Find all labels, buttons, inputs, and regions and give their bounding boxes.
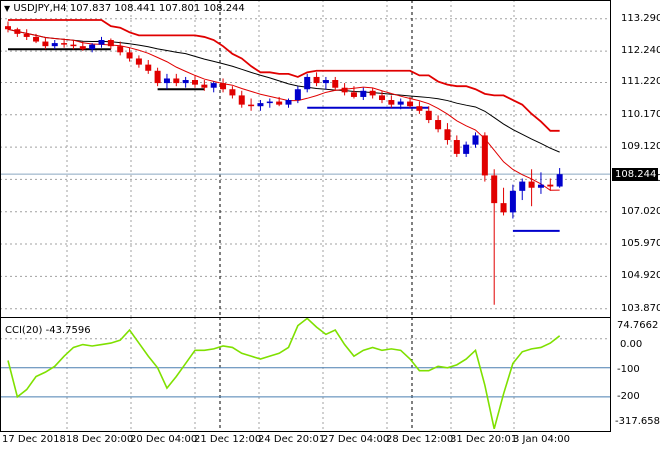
candle-body [182, 80, 189, 84]
price-tick-label: 107.020 [621, 205, 660, 217]
candle-body [528, 181, 535, 188]
price-tick-label: 112.240 [621, 45, 660, 57]
time-tick-label: 24 Dec 20:01 [258, 434, 326, 445]
cci-line [7, 317, 561, 429]
time-tick-label: 27 Dec 04:00 [322, 434, 390, 445]
candle-body [220, 83, 227, 90]
collapse-arrow-icon[interactable]: ▼ [4, 4, 11, 13]
cci-axis-zero: 0.00 [620, 339, 643, 350]
time-tick-label: 31 Dec 20:01 [450, 434, 518, 445]
candle-body [154, 70, 161, 84]
candle-body [117, 46, 124, 53]
time-tick-label: 21 Dec 12:00 [194, 434, 262, 445]
candle-body [61, 43, 68, 45]
candle-body [135, 58, 142, 65]
resistance-step-line [8, 19, 560, 132]
candle-body [360, 90, 367, 97]
candle-body [444, 129, 451, 141]
candle-body [33, 36, 40, 42]
candle-body [304, 76, 311, 90]
candle-body [89, 44, 96, 50]
price-tick-label: 103.870 [621, 302, 660, 314]
candle-body [463, 144, 470, 154]
main-chart-title: ▼ USDJPY,H4 107.837 108.441 107.801 108.… [4, 3, 245, 14]
candle-body [332, 80, 339, 88]
candle-body [98, 40, 105, 45]
price-tick-label: 111.220 [621, 76, 660, 88]
main-chart-canvas[interactable] [0, 0, 612, 318]
candle-body [435, 120, 442, 130]
main-pane-frame [0, 0, 611, 318]
price-tick-label: 109.120 [621, 141, 660, 153]
candle-body [350, 92, 357, 97]
candle-body [294, 89, 301, 101]
ohlc-values: 107.837 108.441 107.801 108.244 [69, 3, 245, 14]
candle-body [509, 190, 516, 213]
candle-body [472, 135, 479, 145]
candle-body [556, 174, 563, 187]
candle-body [229, 89, 236, 96]
current-price-tag: 108.244 [612, 168, 658, 182]
price-tick-label: 104.920 [621, 270, 660, 282]
candle-body [313, 76, 320, 84]
price-tick-label: 110.170 [621, 108, 660, 120]
candle-body [500, 203, 507, 213]
candle-body [107, 40, 114, 47]
candle-body [70, 44, 77, 47]
candle-body [210, 83, 217, 88]
candle-body [407, 101, 414, 107]
cci-axis-top: 74.7662 [617, 320, 659, 331]
candle-body [173, 78, 180, 84]
time-tick-label: 28 Dec 12:00 [386, 434, 454, 445]
candle-body [491, 175, 498, 204]
candle-body [453, 140, 460, 154]
candle-body [79, 46, 86, 50]
candle-body [397, 101, 404, 105]
cci-chart-canvas[interactable] [0, 317, 612, 432]
candle-body [5, 26, 11, 30]
candle-body [257, 103, 264, 107]
candle-body [248, 104, 255, 107]
candle-body [126, 52, 133, 59]
price-tick-label: 105.970 [621, 238, 660, 250]
candle-body [341, 87, 348, 93]
candle-body [276, 101, 283, 105]
candle-body [51, 43, 58, 47]
candle-body [23, 33, 30, 37]
candle-body [238, 95, 245, 105]
candle-body [192, 80, 198, 85]
symbol-timeframe: USDJPY,H4 [13, 3, 67, 14]
candle-body [537, 184, 544, 188]
cci-level-label-minus-100: -100 [617, 364, 640, 375]
candle-body [481, 135, 488, 176]
time-tick-label: 17 Dec 2018 [2, 434, 66, 445]
candle-body [322, 80, 329, 84]
candle-body [145, 64, 152, 71]
candle-body [369, 90, 376, 96]
cci-pane-frame [0, 317, 611, 432]
price-tick-label: 113.290 [621, 12, 660, 24]
candle-body [519, 181, 526, 191]
candle-body [379, 95, 385, 101]
candle-body [201, 84, 208, 88]
time-tick-label: 18 Dec 20:00 [66, 434, 134, 445]
candle-body [285, 100, 292, 105]
time-tick-label: 20 Dec 04:00 [130, 434, 198, 445]
candle-body [14, 29, 21, 34]
candle-body [388, 100, 395, 105]
time-tick-label: 3 Jan 04:00 [513, 434, 570, 445]
candle-body [42, 41, 49, 47]
candle-body [547, 184, 554, 187]
cci-level-label-minus-200: -200 [617, 391, 640, 402]
candle-body [425, 110, 432, 121]
cci-title: CCI(20) -43.7596 [5, 325, 91, 336]
candle-body [266, 101, 273, 104]
candle-body [163, 78, 170, 84]
cci-axis-bottom: -317.6584 [615, 416, 660, 427]
candle-body [416, 106, 423, 111]
